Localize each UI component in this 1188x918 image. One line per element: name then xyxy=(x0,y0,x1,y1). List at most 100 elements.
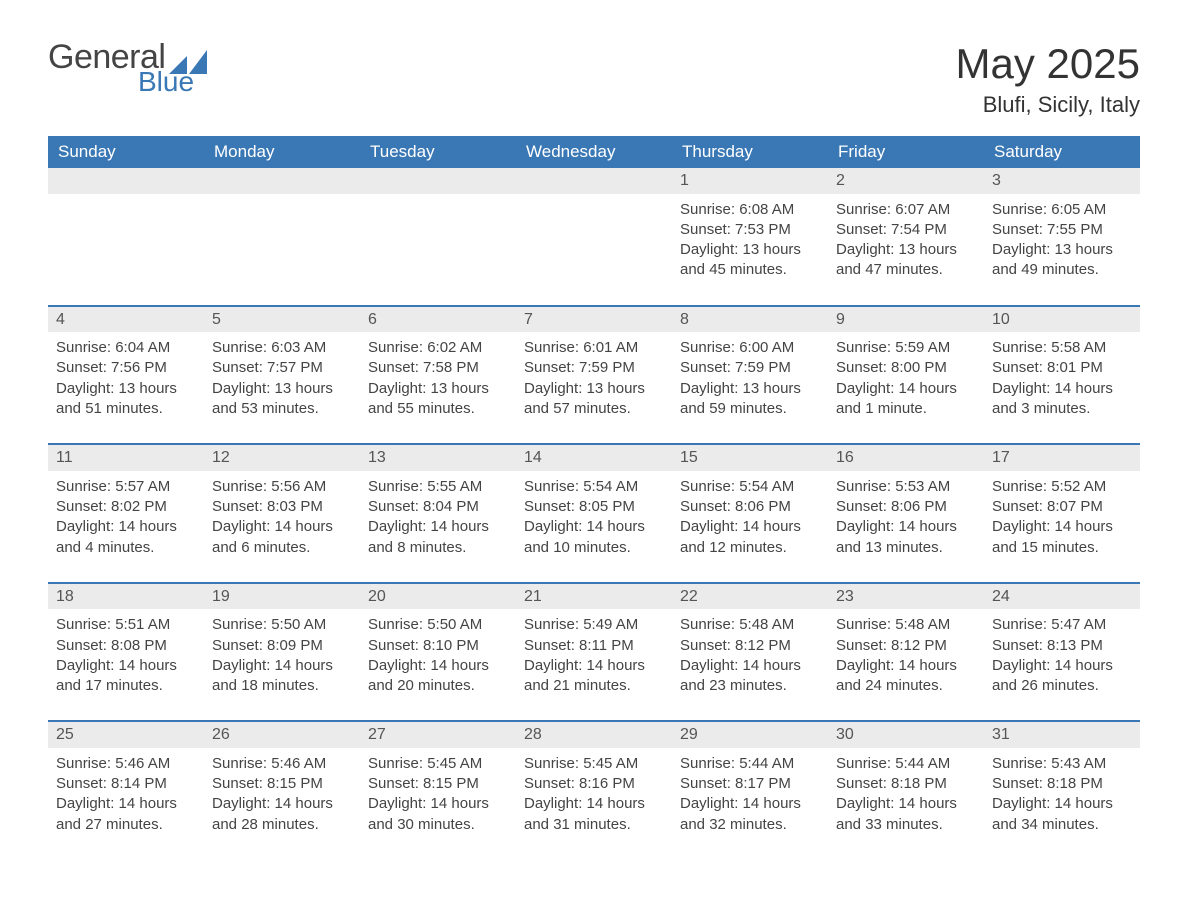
sunrise-line: Sunrise: 5:54 AM xyxy=(524,477,664,497)
calendar-day-cell: 18 Sunrise: 5:51 AMSunset: 8:08 PMDayligh… xyxy=(48,583,204,722)
daylight-line: Daylight: 14 hours and 15 minutes. xyxy=(992,517,1132,558)
calendar-day-cell: 8Sunrise: 6:00 AMSunset: 7:59 PMDaylight… xyxy=(672,306,828,445)
sunrise-line: Sunrise: 6:05 AM xyxy=(992,200,1132,220)
daylight-line: Daylight: 14 hours and 31 minutes. xyxy=(524,794,664,835)
weekday-header-row: SundayMondayTuesdayWednesdayThursdayFrid… xyxy=(48,136,1140,168)
sunset-line: Sunset: 8:18 PM xyxy=(992,774,1132,794)
calendar-day-cell: 13Sunrise: 5:55 AMSunset: 8:04 PMDayligh… xyxy=(360,444,516,583)
calendar-day-cell: 11Sunrise: 5:57 AMSunset: 8:02 PMDayligh… xyxy=(48,444,204,583)
day-number: 7 xyxy=(516,307,672,333)
day-number: 17 xyxy=(984,445,1140,471)
sunrise-line: Sunrise: 5:58 AM xyxy=(992,338,1132,358)
calendar-empty-cell xyxy=(516,168,672,306)
daylight-line: Daylight: 13 hours and 55 minutes. xyxy=(368,379,508,420)
sunrise-line: Sunrise: 5:48 AM xyxy=(836,615,976,635)
daylight-line: Daylight: 14 hours and 1 minute. xyxy=(836,379,976,420)
sunset-line: Sunset: 8:09 PM xyxy=(212,636,352,656)
daylight-line: Daylight: 14 hours and 18 minutes. xyxy=(212,656,352,697)
day-number-bar xyxy=(360,168,516,194)
day-number: 2 xyxy=(828,168,984,194)
sunset-line: Sunset: 7:55 PM xyxy=(992,220,1132,240)
sunset-line: Sunset: 8:13 PM xyxy=(992,636,1132,656)
calendar-day-cell: 16Sunrise: 5:53 AMSunset: 8:06 PMDayligh… xyxy=(828,444,984,583)
calendar-day-cell: 22Sunrise: 5:48 AMSunset: 8:12 PMDayligh… xyxy=(672,583,828,722)
daylight-line: Daylight: 14 hours and 24 minutes. xyxy=(836,656,976,697)
daylight-line: Daylight: 14 hours and 33 minutes. xyxy=(836,794,976,835)
sunrise-line: Sunrise: 5:43 AM xyxy=(992,754,1132,774)
calendar-day-cell: 6Sunrise: 6:02 AMSunset: 7:58 PMDaylight… xyxy=(360,306,516,445)
weekday-header: Monday xyxy=(204,136,360,168)
weekday-header: Friday xyxy=(828,136,984,168)
calendar-week-row: 4Sunrise: 6:04 AMSunset: 7:56 PMDaylight… xyxy=(48,306,1140,445)
day-number: 28 xyxy=(516,722,672,748)
day-number: 9 xyxy=(828,307,984,333)
sunrise-line: Sunrise: 5:53 AM xyxy=(836,477,976,497)
day-number: 10 xyxy=(984,307,1140,333)
day-number: 15 xyxy=(672,445,828,471)
brand-logo: General Blue xyxy=(48,40,207,96)
day-number: 13 xyxy=(360,445,516,471)
brand-word-blue: Blue xyxy=(138,68,207,96)
sunset-line: Sunset: 8:08 PM xyxy=(56,636,196,656)
daylight-line: Daylight: 14 hours and 13 minutes. xyxy=(836,517,976,558)
daylight-line: Daylight: 13 hours and 59 minutes. xyxy=(680,379,820,420)
sunrise-line: Sunrise: 5:47 AM xyxy=(992,615,1132,635)
calendar-day-cell: 7Sunrise: 6:01 AMSunset: 7:59 PMDaylight… xyxy=(516,306,672,445)
sunrise-line: Sunrise: 5:55 AM xyxy=(368,477,508,497)
calendar-empty-cell xyxy=(360,168,516,306)
calendar-day-cell: 26Sunrise: 5:46 AMSunset: 8:15 PMDayligh… xyxy=(204,721,360,859)
sunrise-line: Sunrise: 5:51 AM xyxy=(56,615,196,635)
sunset-line: Sunset: 8:18 PM xyxy=(836,774,976,794)
calendar-day-cell: 4Sunrise: 6:04 AMSunset: 7:56 PMDaylight… xyxy=(48,306,204,445)
calendar-day-cell: 21Sunrise: 5:49 AMSunset: 8:11 PMDayligh… xyxy=(516,583,672,722)
sunset-line: Sunset: 8:10 PM xyxy=(368,636,508,656)
sunrise-line: Sunrise: 5:50 AM xyxy=(212,615,352,635)
daylight-line: Daylight: 14 hours and 12 minutes. xyxy=(680,517,820,558)
calendar-empty-cell xyxy=(48,168,204,306)
calendar-day-cell: 29Sunrise: 5:44 AMSunset: 8:17 PMDayligh… xyxy=(672,721,828,859)
sunset-line: Sunset: 8:06 PM xyxy=(836,497,976,517)
day-number: 20 xyxy=(360,584,516,610)
day-number: 26 xyxy=(204,722,360,748)
sunset-line: Sunset: 8:05 PM xyxy=(524,497,664,517)
weekday-header: Saturday xyxy=(984,136,1140,168)
sunrise-line: Sunrise: 5:52 AM xyxy=(992,477,1132,497)
day-number: 22 xyxy=(672,584,828,610)
day-number-bar xyxy=(516,168,672,194)
daylight-line: Daylight: 14 hours and 17 minutes. xyxy=(56,656,196,697)
daylight-line: Daylight: 14 hours and 3 minutes. xyxy=(992,379,1132,420)
sunrise-line: Sunrise: 6:04 AM xyxy=(56,338,196,358)
calendar-day-cell: 15 Sunrise: 5:54 AMSunset: 8:06 PMDayligh… xyxy=(672,444,828,583)
daylight-line: Daylight: 14 hours and 6 minutes. xyxy=(212,517,352,558)
day-number: 31 xyxy=(984,722,1140,748)
day-number: 6 xyxy=(360,307,516,333)
sunrise-line: Sunrise: 5:44 AM xyxy=(680,754,820,774)
day-number: 25 xyxy=(48,722,204,748)
sunrise-line: Sunrise: 5:54 AM xyxy=(680,477,820,497)
calendar-day-cell: 14 Sunrise: 5:54 AMSunset: 8:05 PMDayligh… xyxy=(516,444,672,583)
sunset-line: Sunset: 8:15 PM xyxy=(368,774,508,794)
day-number: 21 xyxy=(516,584,672,610)
location-label: Blufi, Sicily, Italy xyxy=(956,92,1140,118)
sunset-line: Sunset: 8:14 PM xyxy=(56,774,196,794)
sunset-line: Sunset: 8:15 PM xyxy=(212,774,352,794)
day-number: 27 xyxy=(360,722,516,748)
calendar-day-cell: 19Sunrise: 5:50 AMSunset: 8:09 PMDayligh… xyxy=(204,583,360,722)
daylight-line: Daylight: 14 hours and 10 minutes. xyxy=(524,517,664,558)
sunrise-line: Sunrise: 6:01 AM xyxy=(524,338,664,358)
sunset-line: Sunset: 7:57 PM xyxy=(212,358,352,378)
day-number: 14 xyxy=(516,445,672,471)
day-number-bar xyxy=(48,168,204,194)
sunrise-line: Sunrise: 5:56 AM xyxy=(212,477,352,497)
month-title: May 2025 xyxy=(956,40,1140,88)
sunrise-line: Sunrise: 5:45 AM xyxy=(368,754,508,774)
sunset-line: Sunset: 8:06 PM xyxy=(680,497,820,517)
calendar-week-row: 1Sunrise: 6:08 AMSunset: 7:53 PMDaylight… xyxy=(48,168,1140,306)
sunset-line: Sunset: 8:11 PM xyxy=(524,636,664,656)
sunset-line: Sunset: 8:04 PM xyxy=(368,497,508,517)
calendar-day-cell: 12Sunrise: 5:56 AMSunset: 8:03 PMDayligh… xyxy=(204,444,360,583)
day-number: 30 xyxy=(828,722,984,748)
day-number: 18 xyxy=(48,584,204,610)
day-number: 24 xyxy=(984,584,1140,610)
sunrise-line: Sunrise: 5:46 AM xyxy=(56,754,196,774)
